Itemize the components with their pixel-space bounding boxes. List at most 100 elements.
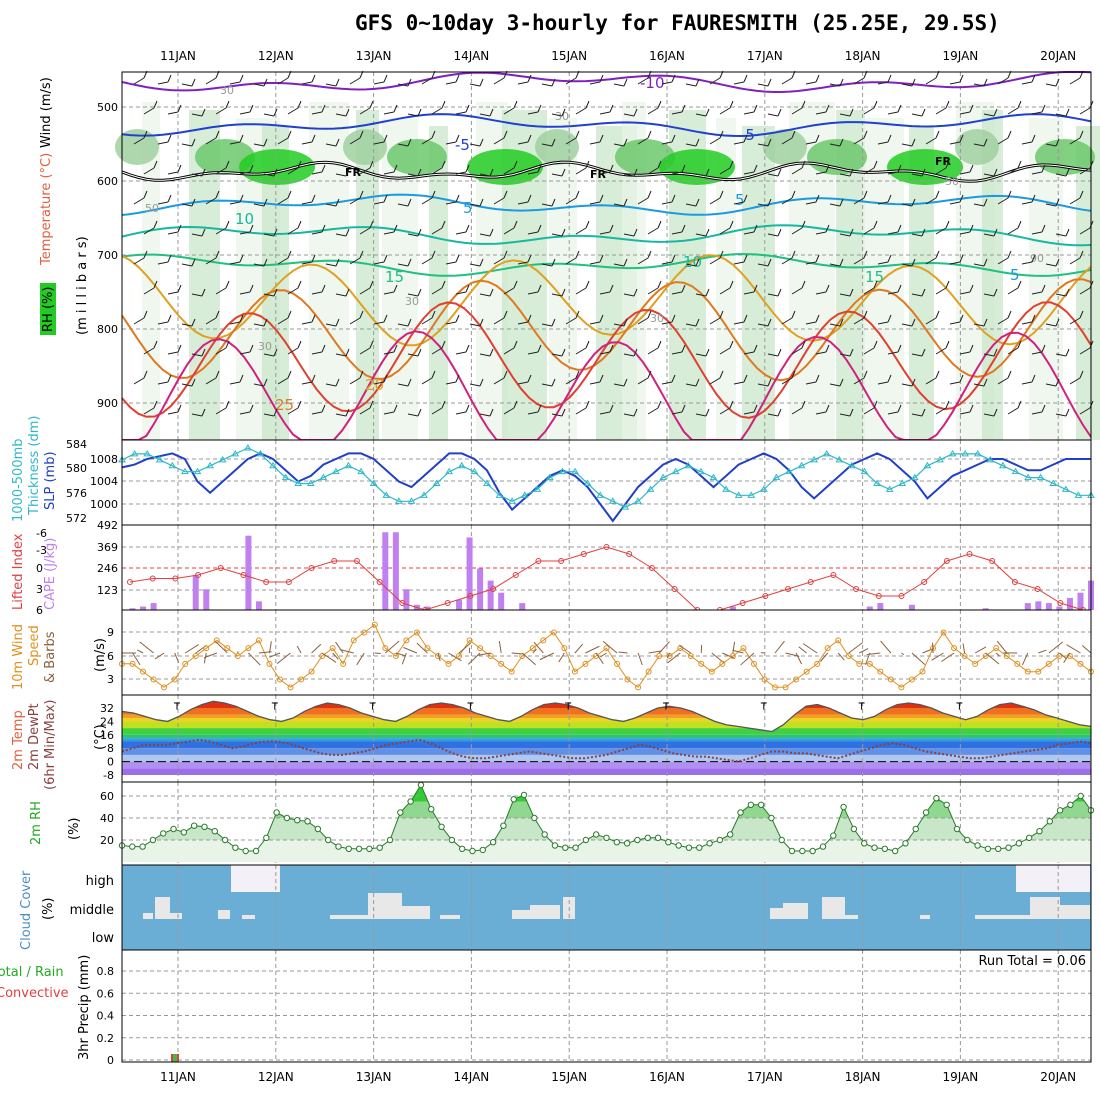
- rh-blob: [535, 129, 579, 165]
- wind-barb: [839, 353, 851, 357]
- thickness-marker: [709, 473, 718, 481]
- wind-speed-marker: [477, 645, 484, 652]
- cape-bar: [908, 604, 915, 610]
- wind-barb: [541, 323, 553, 327]
- wind-barb: [263, 233, 275, 237]
- li-line: [129, 546, 1084, 611]
- wind-speed-marker: [729, 653, 736, 659]
- rh-marker: [737, 809, 744, 816]
- rh-marker: [861, 840, 868, 847]
- wind-barb: [541, 263, 553, 267]
- wind-barb-10m: [339, 648, 354, 654]
- wind-barb-10m: [941, 652, 955, 662]
- rh-contour-label: 50: [945, 175, 959, 188]
- wind-barb: [301, 141, 313, 145]
- li-marker: [830, 572, 837, 578]
- wind-barb: [229, 201, 241, 205]
- cape-bar: [1056, 606, 1063, 610]
- wind-barb: [685, 323, 697, 327]
- wind-barb: [143, 407, 155, 415]
- date-label-bottom: 17JAN: [747, 1070, 783, 1084]
- wind-barb-10m: [215, 641, 228, 654]
- wind-barb: [287, 227, 299, 235]
- wind-barb: [445, 81, 457, 85]
- wind-barb: [349, 197, 361, 205]
- thickness-marker: [835, 455, 844, 463]
- li-marker: [217, 565, 224, 571]
- rh-marker: [335, 843, 342, 850]
- rh-marker: [613, 839, 621, 846]
- wind-barb: [359, 347, 371, 355]
- wind-barb: [455, 351, 467, 355]
- thickness-marker: [143, 449, 152, 457]
- precip-bar-rain: [173, 1054, 177, 1062]
- wind-barb: [407, 353, 419, 357]
- temp-contour-label: 5: [1010, 266, 1020, 284]
- date-label-top: 13JAN: [356, 49, 392, 63]
- wind-barb: [829, 143, 841, 147]
- wind-barb: [1021, 321, 1033, 325]
- wind-barb: [695, 113, 707, 117]
- wind-barb: [325, 203, 337, 207]
- li-marker: [308, 565, 315, 571]
- rh-marker: [479, 846, 486, 854]
- rh-blob: [763, 129, 807, 165]
- wind-barb-10m: [395, 652, 406, 657]
- temp-contour: [121, 252, 1092, 277]
- thickness-marker: [759, 485, 768, 492]
- wind-speed-marker: [972, 660, 979, 667]
- wind-barb: [709, 377, 721, 385]
- cape-bar: [519, 603, 526, 610]
- wind-barb: [263, 293, 275, 297]
- li-marker: [331, 558, 338, 564]
- wind-barb: [359, 407, 371, 415]
- wind-speed-marker: [171, 676, 178, 683]
- wind-barb: [887, 231, 899, 235]
- thickness-marker: [369, 479, 378, 486]
- ylabel-rh2m: 2m RH: [29, 801, 44, 845]
- thickness-marker: [848, 461, 856, 469]
- wind-barb: [253, 83, 265, 87]
- wind-barb: [1055, 353, 1067, 357]
- thickness-tick: 576: [66, 487, 87, 500]
- wind-barb: [191, 233, 203, 237]
- wind-barb: [959, 411, 971, 415]
- ylabel-convective: Convective: [0, 986, 69, 1001]
- rh-marker: [1036, 828, 1043, 835]
- li-marker: [603, 544, 610, 550]
- temp-line: [121, 700, 1092, 733]
- wind-barb: [325, 263, 337, 267]
- thickness-marker: [734, 491, 743, 498]
- thickness-marker: [671, 467, 680, 475]
- wind-barb: [445, 141, 457, 145]
- wind-barb: [839, 113, 851, 117]
- date-label-top: 16JAN: [649, 49, 685, 63]
- wind-barb: [805, 141, 817, 145]
- li-marker: [762, 593, 769, 599]
- wind-barb: [239, 411, 251, 415]
- wind-barb: [935, 167, 947, 175]
- wind-speed-marker: [308, 668, 315, 675]
- wind-barb: [781, 257, 793, 265]
- pressure-tick: 700: [97, 249, 118, 262]
- wind-barb: [887, 171, 899, 175]
- wind-barb: [1021, 381, 1033, 385]
- wind-barb: [157, 141, 169, 145]
- rh-marker: [221, 836, 229, 844]
- wind-barb: [239, 171, 251, 175]
- ylabel-rh-unit: (%): [67, 818, 82, 841]
- wind-barb: [215, 407, 227, 415]
- li-marker: [376, 579, 383, 585]
- wind-barb: [853, 197, 865, 205]
- li-marker: [875, 593, 882, 599]
- wind-barb: [959, 351, 971, 355]
- wind-barb-10m: [974, 646, 987, 654]
- rh-marker: [840, 803, 847, 811]
- wind-barb: [167, 351, 179, 355]
- thickness-marker: [256, 449, 265, 457]
- wind-barb: [455, 411, 467, 415]
- wind-barb: [373, 321, 385, 325]
- wind-speed-marker: [255, 637, 262, 644]
- cape-tick: 246: [97, 562, 118, 575]
